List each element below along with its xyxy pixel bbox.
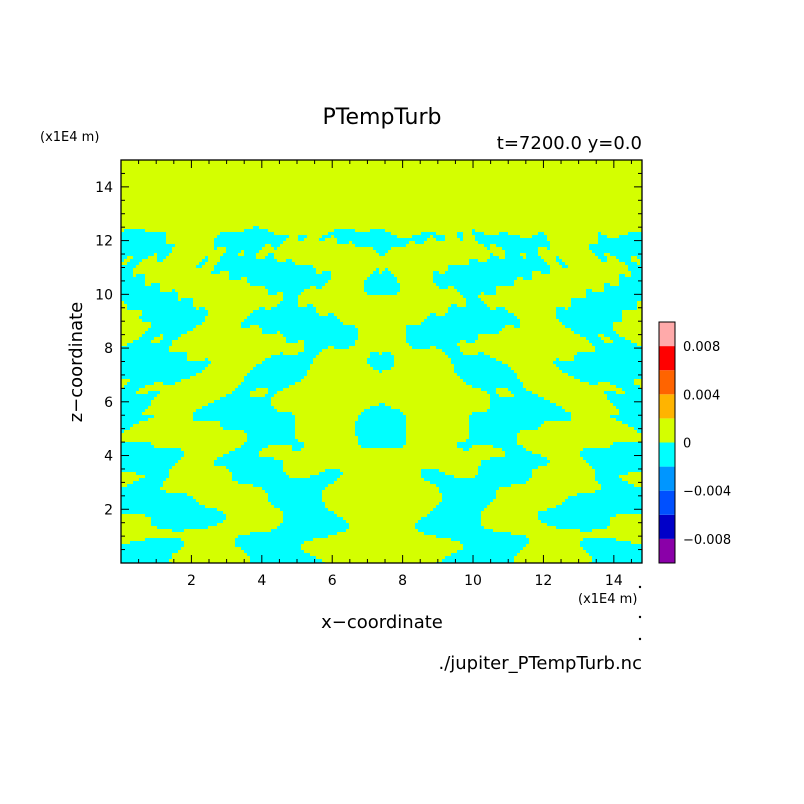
y-tick-label: 14 — [95, 180, 113, 196]
colorbar-tick-label: −0.008 — [683, 533, 731, 548]
x-tick-label: 12 — [535, 573, 553, 589]
marker-dot — [638, 615, 642, 619]
x-tick-label: 8 — [398, 573, 407, 589]
colorbar-segment — [659, 442, 675, 467]
colorbar-segment — [659, 394, 675, 419]
colorbar-segment — [659, 466, 675, 491]
x-scale-label: (x1E4 m) — [578, 592, 637, 607]
colorbar-segment — [659, 490, 675, 515]
footer-filename: ./jupiter_PTempTurb.nc — [438, 653, 642, 674]
marker-dot — [638, 637, 642, 641]
x-axis-label: x−coordinate — [321, 612, 443, 633]
colorbar-frame — [658, 321, 676, 564]
colorbar-tick-label: 0.004 — [683, 388, 720, 403]
colorbar-tick-label: 0.008 — [683, 340, 720, 355]
colorbar: −0.008 −0.004 0 0.004 0.008 — [658, 321, 731, 564]
marker-dot — [638, 585, 642, 589]
colorbar-segment — [659, 538, 675, 563]
y-axis-label: z−coordinate — [66, 302, 87, 423]
colorbar-tick-label: −0.004 — [683, 485, 731, 500]
contour-field — [121, 160, 642, 563]
y-scale-label: (x1E4 m) — [40, 130, 99, 145]
x-tick-label: 14 — [605, 573, 623, 589]
colorbar-segment — [659, 370, 675, 395]
colorbar-tick-label: 0 — [683, 437, 691, 452]
colorbar-segment — [659, 418, 675, 443]
x-tick-label: 6 — [328, 573, 337, 589]
negative-anomaly-region — [121, 226, 642, 563]
chart-subtitle: t=7200.0 y=0.0 — [497, 133, 642, 154]
y-tick-label: 10 — [95, 287, 113, 303]
y-tick-label: 4 — [104, 449, 113, 465]
y-tick-label: 8 — [104, 341, 113, 357]
y-tick-label: 12 — [95, 234, 113, 250]
y-tick-label: 2 — [104, 502, 113, 518]
colorbar-segment — [659, 514, 675, 539]
colorbar-segment — [659, 346, 675, 371]
x-tick-label: 2 — [187, 573, 196, 589]
y-tick-label: 6 — [104, 395, 113, 411]
x-tick-label: 4 — [257, 573, 266, 589]
x-tick-label: 10 — [464, 573, 482, 589]
chart-title: PTempTurb — [323, 105, 442, 130]
axes: 2 4 6 8 10 12 14 2 4 6 8 10 12 14 — [95, 159, 643, 589]
colorbar-segment — [659, 322, 675, 347]
